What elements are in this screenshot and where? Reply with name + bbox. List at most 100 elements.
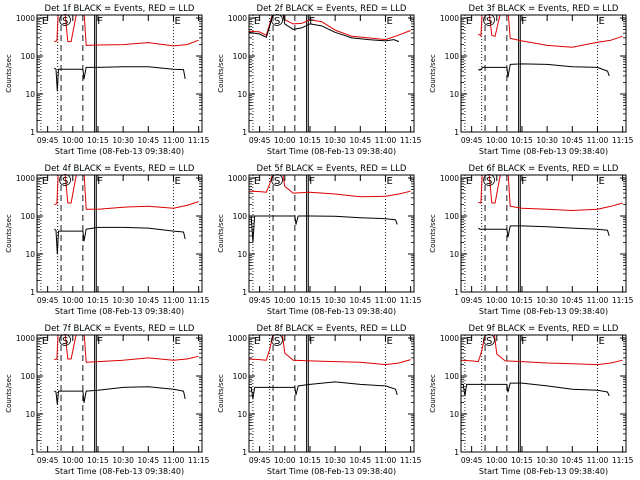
- x-axis-label: Start Time (08-Feb-13 09:38:40): [55, 307, 184, 316]
- e-annotation-letter: E: [174, 16, 180, 27]
- x-axis-label: Start Time (08-Feb-13 09:38:40): [479, 147, 608, 156]
- e-annotation-letter: E: [254, 336, 260, 347]
- x-tick-label: 10:30: [324, 136, 346, 145]
- f-annotation-letter: F: [97, 16, 103, 27]
- y-tick-label: 100: [21, 52, 36, 61]
- y-tick-label: 10: [25, 90, 35, 99]
- x-tick-label: 10:15: [299, 296, 321, 305]
- x-axis-label: Start Time (08-Feb-13 09:38:40): [479, 307, 608, 316]
- lld-series-line: [54, 335, 199, 363]
- y-tick-label: 10: [237, 410, 247, 419]
- events-series-line: [249, 215, 398, 244]
- x-tick-label: 09:45: [461, 456, 483, 465]
- panel-8: Det 8f BLACK = Events, RED = LLD Counts/s…: [217, 324, 422, 476]
- panel-title: Det 1f BLACK = Events, RED = LLD: [45, 4, 195, 14]
- panel-7: Det 7f BLACK = Events, RED = LLD Counts/s…: [5, 324, 210, 476]
- e-annotation-letter: E: [174, 176, 180, 187]
- y-tick-label: 1: [242, 448, 247, 457]
- y-tick-label: 100: [233, 52, 248, 61]
- events-series-line: [478, 63, 610, 78]
- e-annotation-letter: E: [174, 336, 180, 347]
- y-tick-label: 10: [237, 90, 247, 99]
- s-annotation-circle: [271, 14, 283, 26]
- x-tick-label: 10:30: [536, 296, 558, 305]
- f-annotation-letter: F: [521, 336, 527, 347]
- y-tick-label: 10: [449, 90, 459, 99]
- events-series-line: [478, 225, 610, 238]
- panel-title: Det 8f BLACK = Events, RED = LLD: [257, 324, 407, 334]
- x-tick-label: 11:15: [612, 296, 634, 305]
- events-series-line: [461, 382, 610, 397]
- x-tick-label: 10:15: [299, 456, 321, 465]
- x-tick-label: 10:45: [561, 456, 583, 465]
- e-annotation-letter: E: [598, 176, 604, 187]
- y-axis-label: Counts/sec: [5, 374, 13, 413]
- x-tick-label: 10:30: [112, 136, 134, 145]
- y-axis-label: Counts/sec: [429, 374, 437, 413]
- x-tick-label: 11:00: [163, 296, 185, 305]
- y-tick-label: 1000: [16, 334, 35, 343]
- e-annotation-letter: E: [254, 176, 260, 187]
- x-tick-label: 11:00: [163, 136, 185, 145]
- f-annotation-letter: F: [309, 176, 315, 187]
- panel-title: Det 3f BLACK = Events, RED = LLD: [469, 4, 619, 14]
- y-axis-label: Counts/sec: [5, 214, 13, 253]
- x-tick-label: 10:30: [536, 456, 558, 465]
- x-tick-label: 10:00: [274, 296, 296, 305]
- s-annotation-circle: [59, 174, 71, 186]
- panel-2: Det 2f BLACK = Events, RED = LLD Counts/s…: [217, 4, 422, 156]
- y-axis-label: Counts/sec: [429, 54, 437, 93]
- s-annotation-letter: S: [274, 176, 280, 187]
- y-tick-label: 1: [30, 128, 35, 137]
- y-tick-label: 1000: [16, 174, 35, 183]
- s-annotation-letter: S: [62, 336, 68, 347]
- x-tick-label: 10:45: [137, 296, 159, 305]
- x-tick-label: 10:00: [62, 296, 84, 305]
- plot-frame: [460, 14, 627, 133]
- y-tick-label: 10: [449, 250, 459, 259]
- x-tick-label: 10:30: [112, 456, 134, 465]
- s-annotation-circle: [483, 174, 495, 186]
- plot-frame: [36, 334, 203, 453]
- x-tick-label: 09:45: [37, 456, 59, 465]
- panel-title: Det 6f BLACK = Events, RED = LLD: [469, 164, 619, 174]
- y-tick-label: 1: [242, 288, 247, 297]
- x-tick-label: 11:00: [375, 456, 397, 465]
- f-annotation-letter: F: [521, 16, 527, 27]
- x-tick-label: 10:00: [486, 296, 508, 305]
- x-tick-label: 10:15: [87, 296, 109, 305]
- s-annotation-letter: S: [486, 16, 492, 27]
- s-annotation-letter: S: [486, 336, 492, 347]
- f-annotation-letter: F: [309, 336, 315, 347]
- x-tick-label: 11:15: [188, 296, 210, 305]
- e-annotation-letter: E: [466, 336, 472, 347]
- lld-series-line: [249, 175, 411, 198]
- e-annotation-letter: E: [386, 176, 392, 187]
- y-tick-label: 1: [454, 128, 459, 137]
- y-tick-label: 1000: [16, 14, 35, 23]
- e-annotation-letter: E: [254, 16, 260, 27]
- y-axis-label: Counts/sec: [429, 214, 437, 253]
- s-annotation-circle: [483, 334, 495, 346]
- panel-9: Det 9f BLACK = Events, RED = LLD Counts/s…: [429, 324, 634, 476]
- y-tick-label: 1: [454, 448, 459, 457]
- y-tick-label: 1000: [440, 14, 459, 23]
- x-tick-label: 10:45: [349, 296, 371, 305]
- s-annotation-circle: [59, 334, 71, 346]
- x-tick-label: 10:00: [274, 136, 296, 145]
- y-tick-label: 1000: [440, 334, 459, 343]
- s-annotation-circle: [271, 334, 283, 346]
- y-tick-label: 100: [21, 212, 36, 221]
- y-tick-label: 100: [21, 372, 36, 381]
- panel-4: Det 4f BLACK = Events, RED = LLD Counts/s…: [5, 164, 210, 316]
- x-tick-label: 11:00: [375, 136, 397, 145]
- x-tick-label: 10:15: [87, 136, 109, 145]
- x-axis-label: Start Time (08-Feb-13 09:38:40): [479, 467, 608, 476]
- plot-frame: [248, 174, 415, 293]
- events-series-line: [54, 386, 186, 405]
- x-tick-label: 11:00: [163, 456, 185, 465]
- x-tick-label: 11:15: [400, 296, 422, 305]
- y-tick-label: 10: [449, 410, 459, 419]
- y-tick-label: 100: [233, 372, 248, 381]
- x-tick-label: 11:15: [400, 136, 422, 145]
